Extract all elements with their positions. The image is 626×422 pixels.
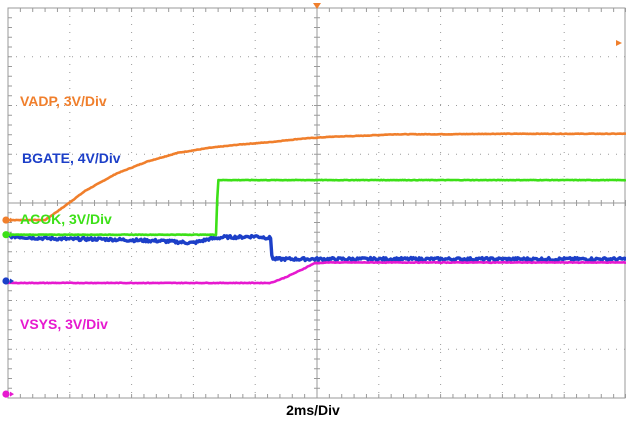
trigger-marker-icon	[313, 3, 321, 9]
trace-vsys	[7, 260, 626, 285]
trace-bgate	[7, 233, 626, 263]
timebase-label: 2ms/Div	[286, 402, 340, 418]
label-acok: ACOK, 3V/Div	[20, 211, 112, 227]
ground-marker-icon	[2, 216, 10, 224]
ground-marker-icon	[2, 277, 10, 285]
trace-acok	[7, 178, 626, 237]
label-vadp: VADP, 3V/Div	[20, 93, 107, 109]
scope-traces	[7, 132, 626, 285]
ground-arrow-icon	[10, 217, 14, 223]
label-bgate: BGATE, 4V/Div	[22, 150, 121, 166]
ground-arrow-icon	[10, 391, 14, 397]
ground-arrow-icon	[10, 232, 14, 238]
trace-vadp	[7, 132, 626, 222]
ground-markers	[2, 3, 622, 398]
ground-marker-icon	[2, 390, 10, 398]
label-vsys: VSYS, 3V/Div	[20, 316, 108, 332]
scope-grid	[7, 7, 626, 399]
ground-marker-icon	[2, 231, 10, 239]
trigger-level-icon	[616, 40, 622, 46]
ground-arrow-icon	[10, 278, 14, 284]
